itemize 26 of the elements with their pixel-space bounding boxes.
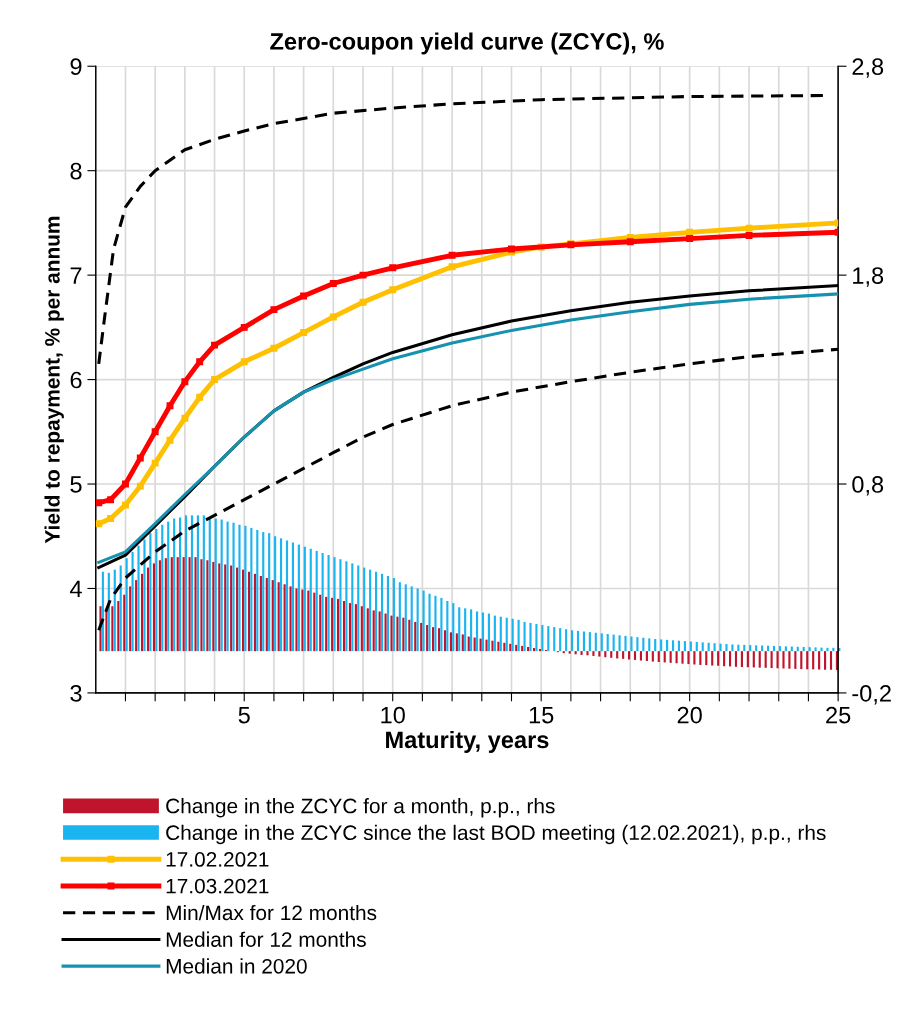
y2-tick-label: -0,2 <box>852 684 891 705</box>
x-tick-label: 10 <box>381 706 405 724</box>
legend-label: 17.03.2021 <box>166 878 269 894</box>
y-axis-title: Yield to repayment, % per annum <box>44 216 64 544</box>
chart-title: Zero-coupon yield curve (ZCYC), % <box>270 32 664 55</box>
x-tick-label: 25 <box>826 706 851 724</box>
legend-label: 17.02.2021 <box>166 852 269 867</box>
x-tick-label: 15 <box>529 706 554 724</box>
y-tick-label: 6 <box>70 371 82 389</box>
legend-label: Change in the ZCYC for a month, p.p., rhs <box>166 798 555 818</box>
y2-tick-label: 1,8 <box>853 267 884 287</box>
x-tick-label: 5 <box>238 706 250 724</box>
y-tick-label: 4 <box>69 580 82 598</box>
y-tick-label: 7 <box>70 267 82 284</box>
legend-label: Change in the ZCYC since the last BOD meeting (12.02.2021), p.p., rhs <box>166 824 826 845</box>
x-tick-label: 20 <box>677 706 702 724</box>
y-tick-label: 8 <box>70 162 82 180</box>
y2-tick-label: 0,8 <box>852 476 884 496</box>
y-tick-label: 5 <box>70 476 82 493</box>
legend-label: Min/Max for 12 months <box>166 904 377 921</box>
y-tick-label: 9 <box>70 58 82 76</box>
y-tick-label: 3 <box>70 684 82 702</box>
legend-label: Median for 12 months <box>166 931 366 947</box>
x-axis-title: Maturity, years <box>386 730 549 753</box>
y2-tick-label: 2,8 <box>852 58 884 78</box>
legend-label: Median in 2020 <box>166 958 307 974</box>
